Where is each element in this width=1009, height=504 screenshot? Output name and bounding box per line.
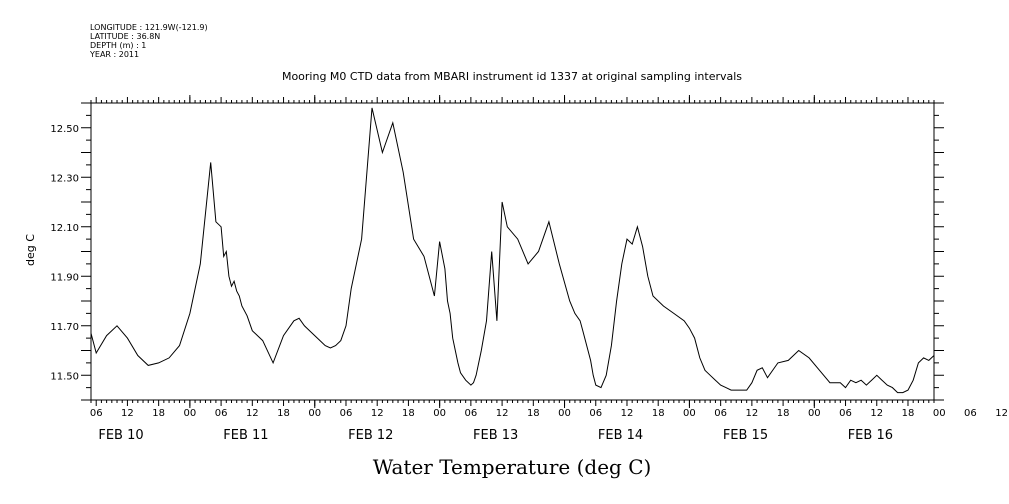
x-hour-tick-label: 18 [152,408,165,419]
y-tick-label: 11.50 [50,371,79,382]
x-hour-tick-label: 12 [121,408,134,419]
x-hour-tick-label: 00 [558,408,571,419]
water-temperature-line [90,107,935,394]
x-hour-tick-label: 12 [246,408,259,419]
chart-title: Mooring M0 CTD data from MBARI instrumen… [282,70,742,83]
x-day-label: FEB 10 [98,428,143,443]
y-tick-label: 12.30 [50,173,79,184]
x-hour-tick-label: 06 [465,408,478,419]
y-tick-label: 12.50 [50,124,79,135]
x-hour-tick-label: 12 [870,408,883,419]
x-hour-tick-label: 18 [652,408,665,419]
plot-frame [90,102,935,401]
x-hour-tick-label: 06 [90,408,103,419]
x-axis-label: Water Temperature (deg C) [373,455,652,479]
x-hour-tick-label: 18 [527,408,540,419]
axis-tick-labels: 06 12 18 00 06 12 18 00 06 12 18 00 06 12 18 00 06 12 18 00… [50,124,1008,443]
x-hour-tick-label: 06 [589,408,602,419]
longitude-label: LONGITUDE : 121.9W(-121.9) [90,23,208,32]
x-day-label: FEB 15 [723,428,768,443]
axis-ticks [81,95,944,408]
year-label: YEAR : 2011 [90,50,140,59]
x-hour-tick-label: 18 [402,408,415,419]
x-hour-tick-label: 06 [340,408,353,419]
x-hour-tick-label: 12 [746,408,759,419]
x-hour-tick-label: 06 [215,408,228,419]
x-hour-tick-label: 06 [964,408,977,419]
x-hour-tick-label: 18 [902,408,915,419]
depth-label: DEPTH (m) : 1 [90,41,147,50]
x-hour-tick-label: 18 [277,408,290,419]
y-tick-label: 12.10 [50,223,79,234]
x-hour-tick-label: 06 [839,408,852,419]
x-day-label: FEB 12 [348,428,393,443]
y-tick-label: 11.90 [50,272,79,283]
x-hour-tick-label: 00 [184,408,197,419]
x-hour-tick-label: 18 [777,408,790,419]
x-day-label: FEB 14 [598,428,643,443]
x-hour-tick-label: 00 [433,408,446,419]
latitude-label: LATITUDE : 36.8N [90,32,161,41]
x-hour-tick-label: 12 [621,408,634,419]
x-hour-tick-label: 00 [683,408,696,419]
x-hour-tick-label: 00 [933,408,946,419]
x-hour-tick-label: 00 [808,408,821,419]
x-day-label: FEB 16 [848,428,893,443]
x-hour-tick-label: 12 [995,408,1008,419]
x-hour-tick-label: 00 [308,408,321,419]
x-hour-tick-label: 12 [371,408,384,419]
x-day-label: FEB 13 [473,428,518,443]
x-hour-tick-label: 12 [496,408,509,419]
y-tick-label: 11.70 [50,322,79,333]
x-day-label: FEB 11 [223,428,268,443]
y-axis-label: deg C [24,234,37,266]
x-hour-tick-label: 06 [714,408,727,419]
